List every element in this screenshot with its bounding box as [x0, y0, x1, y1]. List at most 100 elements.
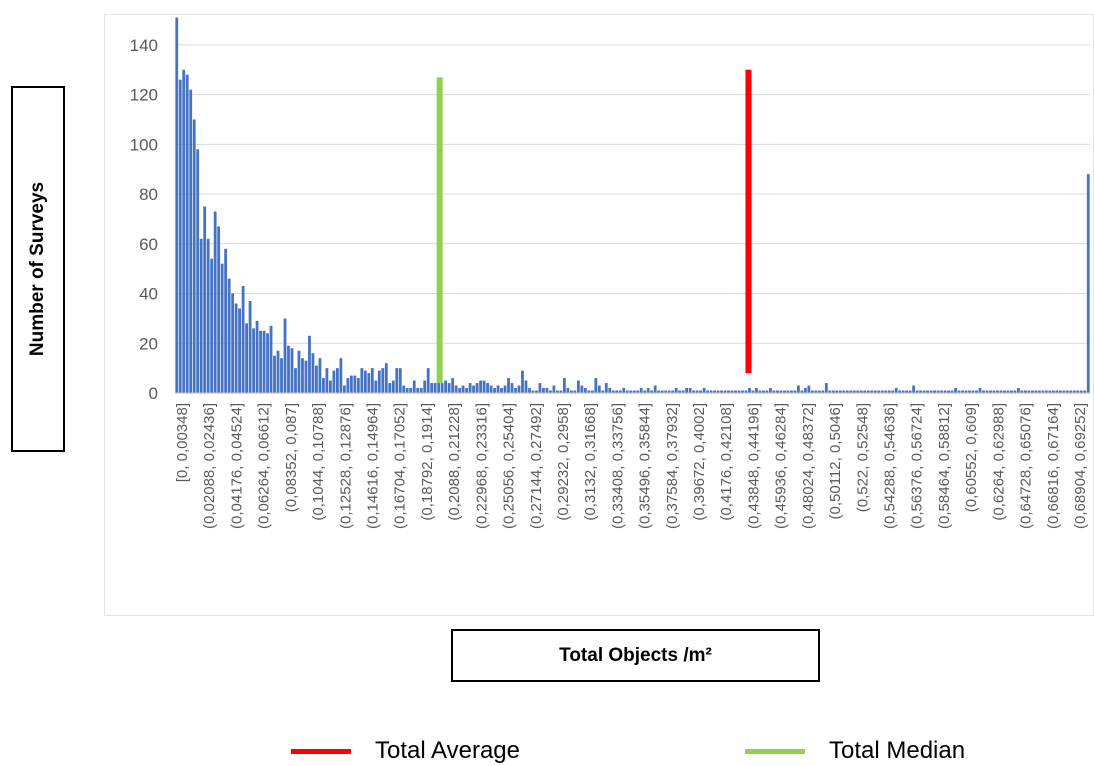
histogram-bar — [905, 390, 909, 393]
x-tick-label: (0,1044, 0,10788] — [310, 403, 327, 521]
histogram-bar — [954, 388, 957, 393]
x-tick-label: (0,3132, 0,31668] — [582, 403, 599, 521]
histogram-bar — [224, 248, 228, 393]
x-tick-label: (0,02088, 0,02436] — [201, 403, 218, 529]
histogram-bar — [203, 206, 207, 393]
histogram-bar — [367, 373, 371, 393]
histogram-bar — [1069, 390, 1073, 393]
histogram-bar — [500, 388, 503, 393]
histogram-bar — [989, 390, 992, 393]
y-tick-label: 120 — [130, 86, 158, 105]
x-tick-label: (0,08352, 0,087] — [283, 403, 300, 512]
histogram-bar — [622, 388, 626, 393]
histogram-bar — [685, 388, 689, 393]
histogram-bar — [416, 388, 420, 393]
histogram-bar — [657, 390, 661, 393]
histogram-bar — [486, 383, 489, 393]
histogram-bar — [332, 370, 336, 393]
x-tick-label: [0, 0,00348] — [174, 403, 191, 482]
legend-label-median: Total Median — [829, 737, 966, 764]
histogram-bar — [639, 388, 643, 393]
y-tick-label: 100 — [130, 135, 158, 154]
histogram-bar — [793, 390, 797, 393]
histogram-bar — [940, 390, 943, 393]
histogram-bar — [748, 388, 751, 393]
x-tick-label: (0,45936, 0,46284] — [773, 403, 790, 529]
histogram-bar — [671, 390, 675, 393]
histogram-bar — [810, 390, 814, 393]
x-tick-label: (0,18792, 0,1914] — [419, 403, 436, 521]
x-tick-label: (0,68904, 0,69252] — [1072, 403, 1089, 529]
histogram-bar — [765, 390, 769, 393]
histogram-bar — [409, 388, 413, 393]
histogram-bar — [1010, 390, 1013, 393]
histogram-bar — [356, 378, 360, 393]
histogram-bar — [311, 353, 315, 393]
histogram-bar — [863, 390, 867, 393]
histogram-bar — [447, 383, 451, 393]
histogram-bar — [189, 89, 193, 394]
histogram-bar — [751, 390, 755, 393]
histogram-bar — [1034, 390, 1038, 393]
histogram-bar — [280, 358, 283, 393]
histogram-bar — [196, 149, 200, 393]
histogram-bar — [423, 380, 427, 393]
histogram-bar — [1062, 390, 1066, 393]
histogram-bar — [419, 388, 423, 393]
histogram-bar — [444, 380, 448, 393]
histogram-bar — [266, 333, 269, 393]
histogram-bar — [213, 211, 217, 393]
histogram-bar — [391, 380, 395, 393]
histogram-bar — [985, 390, 989, 393]
histogram-bar — [615, 390, 619, 393]
histogram-bar — [514, 388, 517, 393]
x-tick-label: (0,50112, 0,5046] — [827, 403, 844, 519]
histogram-bar — [395, 368, 399, 393]
histogram-bar — [1023, 390, 1027, 393]
histogram-bar — [1079, 390, 1083, 393]
histogram-bar — [398, 368, 402, 393]
histogram-bar — [335, 368, 339, 393]
x-tick-label: (0,58464, 0,58812] — [936, 403, 953, 529]
histogram-bar — [1044, 390, 1048, 393]
histogram-bar — [807, 385, 811, 393]
histogram-bar — [866, 390, 870, 393]
histogram-bar — [608, 388, 612, 393]
histogram-bar — [315, 365, 318, 393]
histogram-bar — [583, 388, 587, 393]
x-tick-label: (0,25056, 0,25404] — [501, 403, 518, 529]
histogram-bar — [294, 368, 297, 393]
histogram-bar — [625, 390, 629, 393]
histogram-bar — [688, 388, 692, 393]
histogram-bar — [611, 390, 615, 393]
histogram-bar — [999, 390, 1003, 393]
legend-swatch-median — [745, 748, 805, 754]
x-tick-label: (0,33408, 0,33756] — [609, 403, 626, 529]
histogram-bar — [538, 383, 542, 393]
legend-item-median: Total Median — [745, 736, 965, 766]
histogram-bar — [870, 390, 874, 393]
histogram-bar — [489, 385, 493, 393]
x-axis-label-box: Total Objects /m² — [451, 629, 820, 682]
histogram-bar — [566, 388, 570, 393]
legend-item-average: Total Average — [291, 736, 520, 766]
histogram-bar — [919, 390, 923, 393]
histogram-bar — [283, 318, 287, 393]
histogram-bar — [210, 258, 214, 393]
y-tick-label: 0 — [149, 384, 158, 403]
histogram-bar — [643, 390, 647, 393]
histogram-bar — [426, 368, 430, 393]
histogram-bar — [803, 388, 807, 393]
histogram-bar — [220, 263, 224, 393]
histogram-bar — [412, 380, 416, 393]
histogram-bar — [1076, 390, 1080, 393]
histogram-bar — [699, 390, 702, 393]
x-tick-label: (0,4176, 0,42108] — [718, 403, 735, 521]
histogram-bar — [178, 79, 182, 394]
histogram-bar — [475, 383, 479, 393]
x-tick-label: (0,27144, 0,27492] — [528, 403, 545, 529]
histogram-bar — [831, 390, 835, 393]
x-tick-label: (0,12528, 0,12876] — [337, 403, 354, 529]
histogram-bar — [185, 74, 189, 393]
